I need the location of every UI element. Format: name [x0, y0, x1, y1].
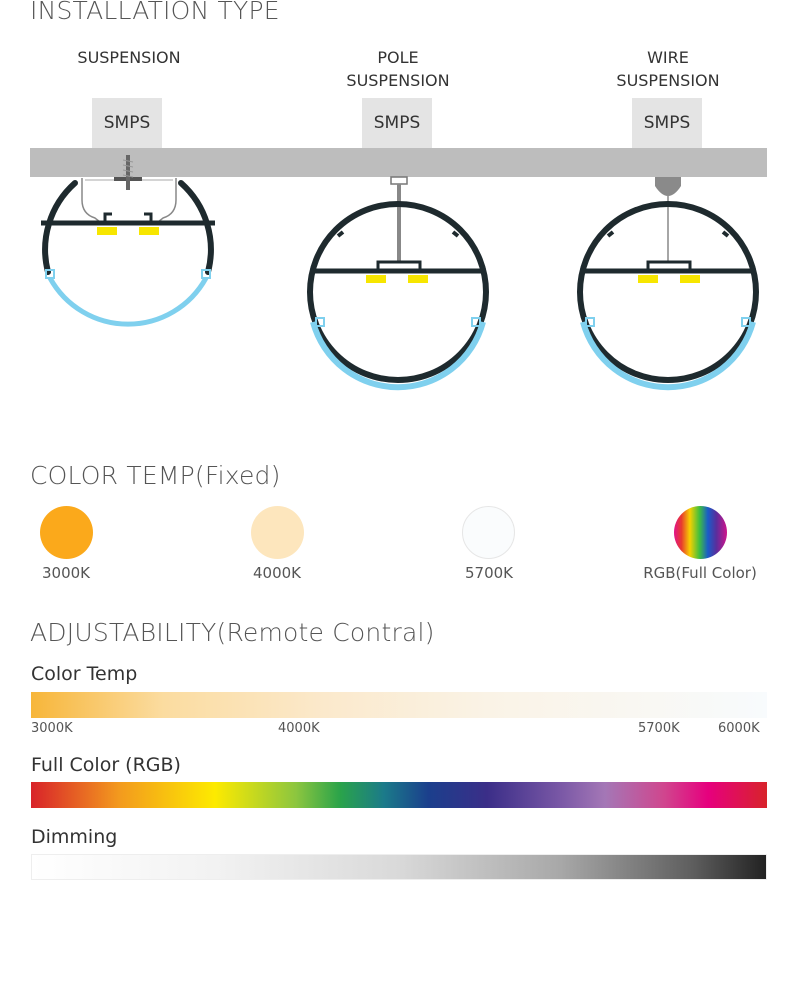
adjustability-title: ADJUSTABILITY(Remote Contral) — [30, 618, 435, 647]
type-label-wire-suspension: WIRE SUSPENSION — [616, 48, 720, 90]
tick-3000k: 3000K — [31, 721, 73, 736]
color-temp-bar-label: Color Temp — [31, 663, 138, 685]
installation-diagram — [30, 148, 767, 391]
screw-icon — [114, 155, 142, 190]
smps-box-suspension: SMPS — [92, 98, 162, 148]
dimming-bar-label: Dimming — [31, 826, 118, 848]
tick-5700k: 5700K — [638, 721, 680, 736]
swatch-4000k — [251, 506, 304, 559]
swatch-label-4000k: 4000K — [252, 564, 301, 582]
tick-4000k: 4000K — [278, 721, 320, 736]
fixture-pole-suspension — [307, 176, 489, 391]
swatch-label-5700k: 5700K — [464, 564, 513, 582]
swatch-label-3000k: 3000K — [41, 564, 90, 582]
swatch-rgb — [674, 506, 727, 559]
smps-box-wire: SMPS — [632, 98, 702, 148]
full-color-bar-label: Full Color (RGB) — [31, 754, 181, 776]
fixture-suspension — [41, 155, 215, 327]
tick-6000k: 6000K — [718, 721, 760, 736]
type-label-suspension: SUSPENSION — [77, 48, 181, 67]
swatch-label-rgb: RGB(Full Color) — [643, 564, 757, 582]
ceiling-bar — [30, 148, 767, 177]
color-temp-title: COLOR TEMP(Fixed) — [30, 461, 281, 490]
smps-box-pole: SMPS — [362, 98, 432, 148]
swatch-3000k — [40, 506, 93, 559]
dimming-gradient-bar — [31, 854, 767, 880]
type-label-pole-suspension: POLE SUSPENSION — [346, 48, 450, 90]
installation-title: INSTALLATION TYPE — [30, 0, 280, 25]
swatch-5700k — [462, 506, 515, 559]
color-temp-gradient-bar — [31, 692, 767, 718]
full-color-gradient-bar — [31, 782, 767, 808]
fixture-wire-suspension — [577, 177, 759, 391]
